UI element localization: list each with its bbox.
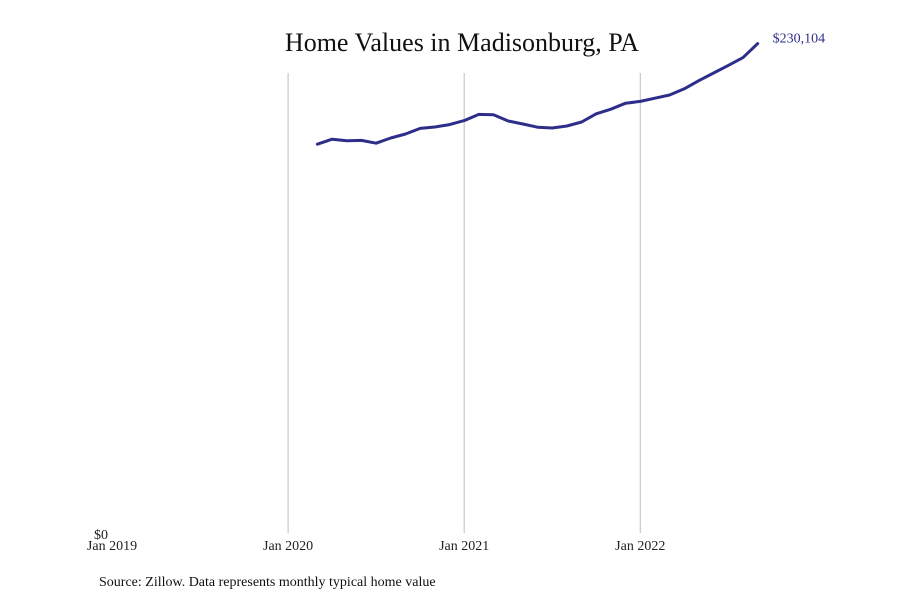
x-tick-label: Jan 2020 (263, 539, 313, 554)
x-tick-label: Jan 2022 (615, 539, 665, 554)
source-note: Source: Zillow. Data represents monthly … (99, 575, 436, 590)
x-tick-label: Jan 2019 (87, 539, 137, 554)
axis-ticks: Jan 2019 Jan 2020 Jan 2021 Jan 2022 $0 (87, 528, 665, 554)
series-layer: $230,104 (315, 32, 826, 146)
chart-title: Home Values in Madisonburg, PA (285, 28, 639, 57)
x-tick-label: Jan 2021 (439, 539, 489, 554)
end-value-label: $230,104 (773, 32, 826, 47)
grid-lines (287, 73, 641, 533)
series-line (315, 42, 760, 146)
y-tick-label: $0 (94, 528, 108, 543)
